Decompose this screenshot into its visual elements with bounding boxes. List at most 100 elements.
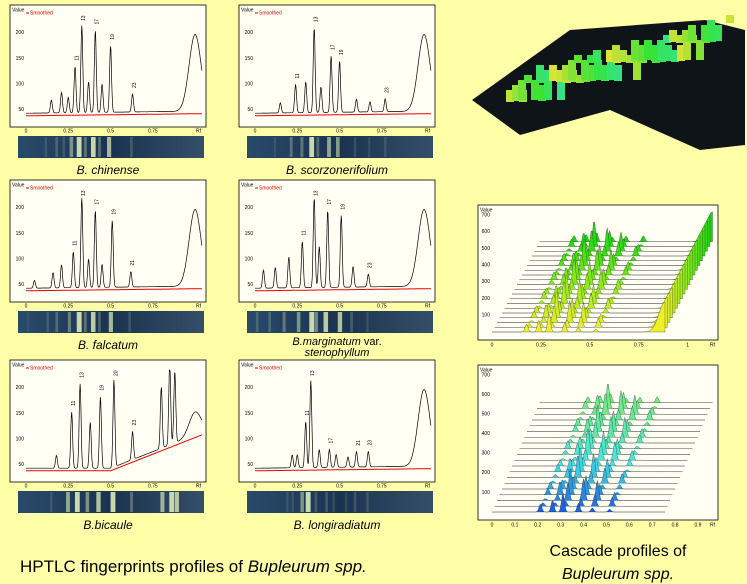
peak-label: 17 xyxy=(327,199,333,205)
y-tick-label: 200 xyxy=(16,205,25,211)
tlc-band xyxy=(332,492,334,512)
x-axis-label: Rf xyxy=(710,342,716,348)
tlc-band xyxy=(290,137,293,157)
tlc-band xyxy=(91,312,96,332)
y-tick-label: 700 xyxy=(482,372,491,378)
peak-label: 20 xyxy=(113,370,119,376)
hptlc-panel: ValueSmoothed5010015020000.250.50.75Rf13… xyxy=(239,5,435,177)
y-tick-label: 300 xyxy=(482,451,491,457)
tlc-band xyxy=(325,492,328,512)
y-axis-label: Value xyxy=(241,182,254,188)
tlc-band xyxy=(350,312,353,332)
peak-label: 11 xyxy=(73,240,79,245)
x-tick-label: 0.3 xyxy=(557,522,564,528)
y-tick-label: 50 xyxy=(247,282,253,288)
tlc-band xyxy=(98,312,101,332)
y-tick-label: 400 xyxy=(482,262,491,268)
caption: B. scorzonerifolium xyxy=(286,163,388,177)
x-tick-label: 0.5 xyxy=(107,303,114,309)
tlc-band xyxy=(316,137,319,157)
tlc-band xyxy=(175,492,179,512)
hptlc-panel: ValueSmoothed5010015020000.250.50.75Rf13… xyxy=(10,180,206,352)
tlc-band xyxy=(354,492,357,512)
peak-label: 11 xyxy=(71,401,77,406)
y-tick-label: 50 xyxy=(18,462,24,468)
tlc-band xyxy=(77,137,82,157)
y-tick-label: 50 xyxy=(18,282,24,288)
peak-label: 11 xyxy=(302,230,308,235)
x-tick-label: 0 xyxy=(491,522,494,528)
peak-label: 13 xyxy=(310,370,316,376)
tlc-band xyxy=(130,137,133,157)
x-tick-label: 0.75 xyxy=(377,128,387,134)
tlc-band xyxy=(336,137,340,157)
y-tick-label: 200 xyxy=(16,385,25,391)
peak-label: 21 xyxy=(356,440,362,446)
tlc-band xyxy=(130,492,133,512)
x-axis-label: Rf xyxy=(710,522,716,528)
tlc-band xyxy=(384,137,386,157)
y-tick-label: 200 xyxy=(245,385,254,391)
tlc-band xyxy=(292,492,294,512)
x-tick-label: 0.25 xyxy=(63,303,73,309)
caption: B. chinense xyxy=(77,163,140,177)
3d-block xyxy=(536,65,544,81)
y-tick-label: 150 xyxy=(16,231,25,237)
tlc-band xyxy=(111,492,116,512)
x-tick-label: 0 xyxy=(25,128,28,134)
3d-block xyxy=(574,55,582,63)
3d-block xyxy=(688,25,696,41)
x-tick-label: 0.2 xyxy=(534,522,541,528)
x-tick-label: 0.75 xyxy=(634,342,644,348)
x-tick-label: 0.5 xyxy=(107,483,114,489)
y-tick-label: 100 xyxy=(245,81,254,87)
tlc-band xyxy=(160,492,164,512)
tlc-band xyxy=(66,492,70,512)
plot-box xyxy=(239,360,435,482)
y-tick-label: 100 xyxy=(482,490,491,496)
y-tick-label: 150 xyxy=(245,411,254,417)
tlc-band xyxy=(268,312,271,332)
y-tick-label: 50 xyxy=(18,107,24,113)
3d-view xyxy=(472,15,745,150)
y-tick-label: 700 xyxy=(482,212,491,218)
peak-label: 17 xyxy=(329,438,335,444)
tlc-band xyxy=(27,312,29,332)
y-tick-label: 600 xyxy=(482,392,491,398)
peak-label: 13 xyxy=(81,15,87,21)
tlc-band xyxy=(77,312,82,332)
x-tick-label: 0.6 xyxy=(626,522,633,528)
footer-italic: Bupleurum spp. xyxy=(248,557,367,576)
tlc-band xyxy=(309,137,314,157)
x-tick-label: 0 xyxy=(25,303,28,309)
x-tick-label: 0.5 xyxy=(603,522,610,528)
y-tick-label: 50 xyxy=(247,462,253,468)
tlc-band xyxy=(309,312,314,332)
tlc-strip xyxy=(247,491,433,513)
tlc-band xyxy=(300,137,303,157)
tlc-band xyxy=(70,137,74,157)
tlc-band xyxy=(68,312,71,332)
x-axis-label: Rf xyxy=(425,303,431,309)
plot-box xyxy=(10,180,206,302)
3d-block xyxy=(631,40,639,60)
peak-label: 23 xyxy=(132,82,138,88)
y-tick-label: 100 xyxy=(245,436,254,442)
tlc-band xyxy=(345,492,347,512)
peak-label: 23 xyxy=(368,440,374,446)
y-tick-label: 100 xyxy=(482,313,491,319)
y-tick-label: 200 xyxy=(245,205,254,211)
tlc-band xyxy=(286,492,288,512)
tlc-band xyxy=(45,137,47,157)
peak-label: 23 xyxy=(385,87,391,93)
3d-block xyxy=(664,45,672,61)
tlc-band xyxy=(55,312,58,332)
legend-text: Smoothed xyxy=(259,10,282,16)
x-axis-label: Rf xyxy=(196,303,202,309)
y-tick-label: 100 xyxy=(16,256,25,262)
y-tick-label: 150 xyxy=(16,411,25,417)
3d-block xyxy=(614,65,622,81)
x-axis-label: Rf xyxy=(196,483,202,489)
